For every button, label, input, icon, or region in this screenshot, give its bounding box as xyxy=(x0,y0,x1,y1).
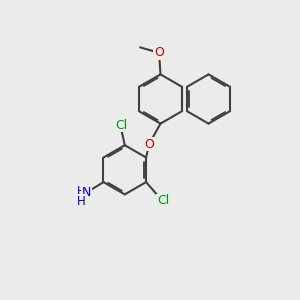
Text: Cl: Cl xyxy=(157,194,169,207)
Text: O: O xyxy=(144,137,154,151)
Text: N: N xyxy=(82,186,91,199)
Text: H: H xyxy=(77,195,86,208)
Text: H: H xyxy=(77,184,86,198)
Text: Cl: Cl xyxy=(115,118,127,132)
Text: O: O xyxy=(154,46,164,59)
